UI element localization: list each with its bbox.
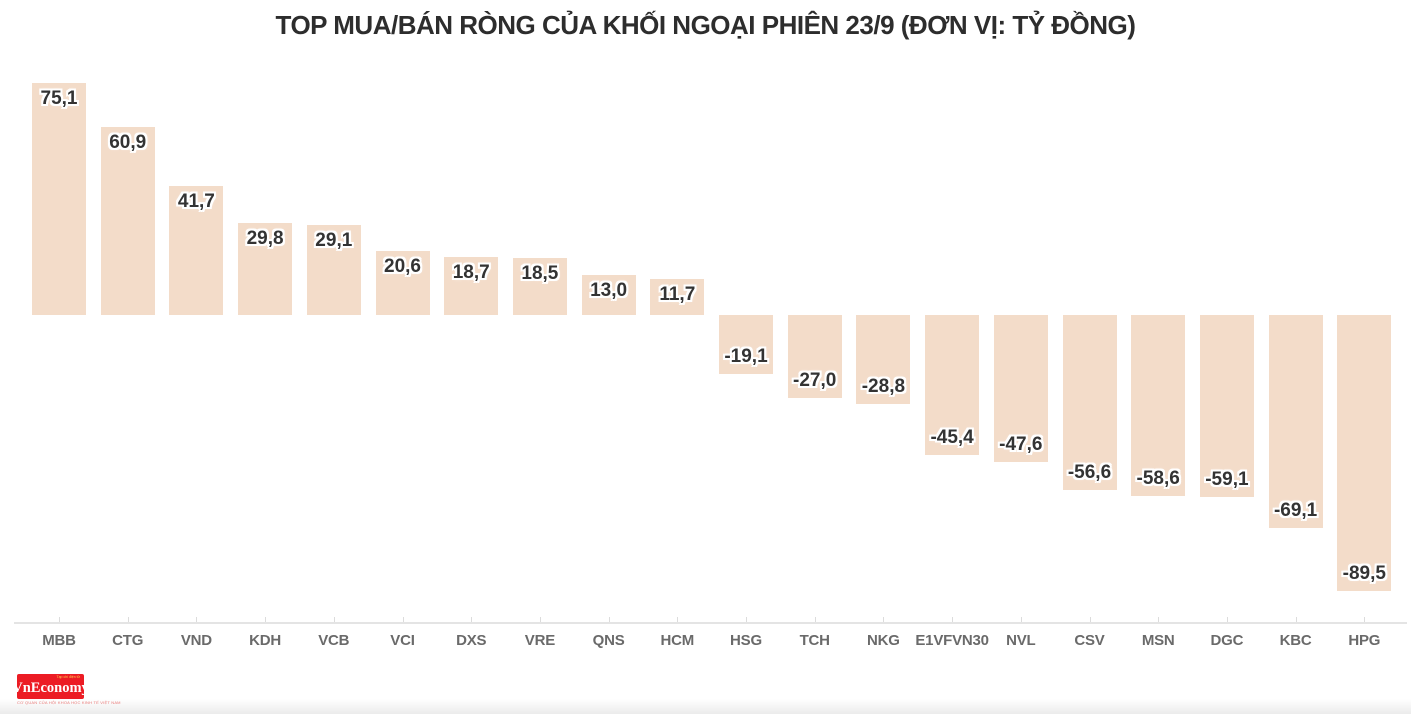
bar-value-label: 11,7 <box>659 283 696 305</box>
bar-value-label: 20,6 <box>384 256 421 278</box>
x-axis-tick <box>1364 617 1366 622</box>
bar-value-label: -27,0 <box>793 370 837 392</box>
bar-HSG: -19,1 <box>719 315 773 374</box>
bar-value-label: 18,5 <box>521 262 559 284</box>
x-axis-label-KDH: KDH <box>249 632 282 649</box>
bar-value-label: -45,4 <box>930 427 974 448</box>
bar-value-label: 75,1 <box>40 88 78 110</box>
x-axis-label-MBB: MBB <box>42 632 76 649</box>
x-axis-tick <box>1226 617 1228 622</box>
bottom-edge-shadow <box>0 699 1411 714</box>
x-axis-label-CSV: CSV <box>1074 632 1105 649</box>
x-axis-tick <box>196 617 198 622</box>
bar-NVL: -47,6 <box>993 315 1048 462</box>
x-axis-label-KBC: KBC <box>1279 632 1312 649</box>
x-axis-tick <box>677 617 679 622</box>
x-axis-tick <box>333 617 335 622</box>
x-axis-tick <box>471 617 473 622</box>
bar-value-label: -59,1 <box>1205 469 1249 491</box>
x-axis-tick <box>265 617 267 622</box>
x-axis-label-NKG: NKG <box>867 632 900 649</box>
bar-VRE: 18,5 <box>512 257 567 315</box>
vneconomy-logo: Tạp chí điện tử VnEconomy <box>12 674 89 699</box>
bar-value-label: -69,1 <box>1273 500 1318 522</box>
x-axis-tick <box>402 617 404 622</box>
bar-MBB: 75,1 <box>32 83 86 315</box>
bar-value-label: 29,1 <box>315 230 353 252</box>
bar-DGC: -59,1 <box>1199 315 1254 498</box>
bar-MSN: -58,6 <box>1131 315 1186 496</box>
x-axis-tick <box>814 617 816 622</box>
x-axis-label-QNS: QNS <box>592 632 625 649</box>
x-axis-tick <box>1020 617 1022 622</box>
x-axis-tick <box>59 617 60 622</box>
bar-value-label: 60,9 <box>109 132 147 154</box>
bar-value-label: -56,6 <box>1067 461 1112 483</box>
x-axis-label-TCH: TCH <box>799 632 830 649</box>
x-axis-tick <box>1158 617 1160 622</box>
x-axis-label-HPG: HPG <box>1348 632 1381 649</box>
bar-CSV: -56,6 <box>1062 315 1117 490</box>
x-axis-tick <box>1089 617 1091 622</box>
x-axis-label-MSN: MSN <box>1141 632 1175 649</box>
x-axis-tick <box>746 617 747 622</box>
x-axis-tick <box>539 617 541 622</box>
x-axis-label-E1VFVN30: E1VFVN30 <box>915 632 989 649</box>
x-axis-label-HCM: HCM <box>660 632 695 649</box>
logo-small-text: Tạp chí điện tử <box>56 675 80 679</box>
bar-E1VFVN30: -45,4 <box>925 315 980 455</box>
bar-HPG: -89,5 <box>1337 315 1392 592</box>
bar-value-label: -47,6 <box>999 433 1043 455</box>
bar-TCH: -27,0 <box>787 315 842 399</box>
x-axis-label-VND: VND <box>180 632 212 649</box>
x-axis-label-VCB: VCB <box>318 632 350 649</box>
x-axis-tick <box>608 617 610 622</box>
bar-VCB: 29,1 <box>306 225 361 315</box>
bar-HCM: 11,7 <box>650 278 705 315</box>
x-axis-label-NVL: NVL <box>1006 632 1036 649</box>
bar-value-label: 13,0 <box>590 279 628 301</box>
bar-CTG: 60,9 <box>100 127 155 315</box>
bar-value-label: -28,8 <box>861 375 906 397</box>
bar-value-label: -19,1 <box>724 345 768 367</box>
bar-KBC: -69,1 <box>1268 315 1323 529</box>
bar-NKG: -28,8 <box>856 315 911 404</box>
chart-title: TOP MUA/BÁN RÒNG CỦA KHỐI NGOẠI PHIÊN 23… <box>275 10 1136 40</box>
bar-VCI: 20,6 <box>375 251 430 315</box>
x-axis-label-VCI: VCI <box>390 632 415 649</box>
x-axis-label-CTG: CTG <box>112 632 144 649</box>
bar-KDH: 29,8 <box>238 223 293 315</box>
bar-value-label: 18,7 <box>452 262 490 284</box>
x-axis-tick <box>883 617 885 622</box>
bar-VND: 41,7 <box>169 186 224 315</box>
bar-value-label: -89,5 <box>1342 563 1386 585</box>
logo-wordmark: VnEconomy <box>12 680 89 696</box>
x-axis-label-VRE: VRE <box>524 632 556 649</box>
x-axis-label-DXS: DXS <box>456 632 487 649</box>
bar-value-label: 29,8 <box>246 228 284 250</box>
bar-value-label: -58,6 <box>1136 467 1180 489</box>
bar-QNS: 13,0 <box>581 274 636 315</box>
x-axis-label-HSG: HSG <box>730 632 762 649</box>
bar-DXS: 18,7 <box>444 257 499 315</box>
x-axis-line <box>14 622 1407 624</box>
bar-value-label: 41,7 <box>177 191 215 213</box>
x-axis-tick <box>952 617 954 622</box>
x-axis-tick <box>1295 617 1297 622</box>
x-axis-tick <box>127 617 129 622</box>
x-axis-label-DGC: DGC <box>1210 632 1244 649</box>
